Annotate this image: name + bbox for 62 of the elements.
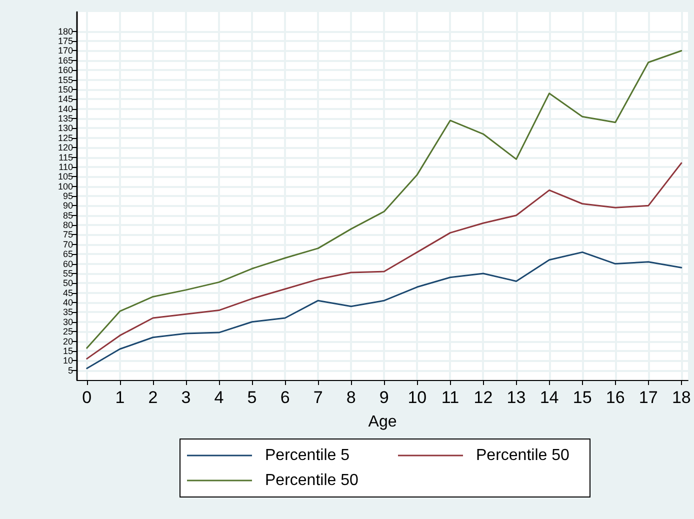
y-tick-label: 145 — [58, 94, 73, 104]
x-tick-label: 3 — [181, 388, 191, 407]
y-tick-label: 45 — [62, 288, 73, 298]
y-tick-label: 100 — [58, 181, 73, 192]
y-tick-label: 65 — [62, 249, 73, 260]
x-tick-label: 2 — [148, 388, 158, 407]
y-tick-label: 140 — [58, 104, 73, 114]
y-tick-label: 10 — [62, 356, 73, 366]
legend-label: Percentile 5 — [265, 447, 350, 464]
y-tick-label: 75 — [62, 230, 73, 240]
y-tick-label: 5 — [68, 365, 73, 376]
y-tick-label: 155 — [58, 74, 73, 85]
y-tick-label: 175 — [58, 36, 73, 46]
x-tick-label: 7 — [313, 388, 323, 407]
x-tick-label: 17 — [638, 388, 658, 407]
x-tick-label: 6 — [280, 388, 290, 407]
x-tick-label: 9 — [379, 388, 389, 407]
y-tick-label: 130 — [58, 123, 73, 134]
x-axis-title: Age — [368, 414, 397, 430]
x-tick-label: 1 — [115, 388, 125, 407]
x-tick-label: 14 — [540, 388, 559, 407]
y-tick-label: 30 — [62, 316, 73, 327]
x-tick-label: 5 — [247, 388, 257, 407]
y-tick-label: 55 — [62, 268, 73, 278]
x-tick-label: 13 — [506, 388, 526, 407]
y-tick-label: 125 — [58, 132, 73, 143]
y-tick-label: 120 — [58, 142, 73, 153]
x-tick-label: 11 — [441, 388, 460, 407]
y-tick-label: 85 — [62, 210, 73, 220]
line-series — [86, 251, 682, 370]
y-tick-label: 110 — [58, 162, 73, 172]
x-tick-label: 10 — [408, 388, 427, 407]
line-series — [86, 50, 682, 349]
y-tick-label: 15 — [62, 346, 73, 356]
line-series — [86, 162, 682, 360]
y-tick-label: 115 — [58, 152, 73, 162]
legend-label: Percentile 50 — [476, 447, 570, 464]
y-tick-label: 95 — [62, 191, 73, 201]
x-tick-label: 18 — [672, 388, 691, 407]
y-tick-label: 80 — [62, 220, 73, 230]
y-tick-label: 165 — [58, 55, 73, 66]
y-tick-label: 20 — [62, 336, 73, 346]
x-tick-label: 4 — [214, 388, 224, 407]
x-tick-label: 15 — [572, 388, 592, 407]
y-tick-label: 60 — [62, 258, 73, 269]
x-tick-label: 16 — [606, 388, 625, 407]
y-tick-label: 150 — [58, 84, 73, 94]
y-tick-label: 160 — [58, 65, 73, 76]
y-tick-label: 70 — [62, 239, 73, 250]
y-tick-label: 50 — [62, 278, 73, 288]
y-tick-label: 40 — [62, 298, 73, 308]
y-tick-label: 35 — [62, 307, 73, 318]
x-tick-label: 12 — [474, 388, 493, 407]
x-tick-label: 8 — [346, 388, 356, 407]
y-tick-label: 25 — [62, 326, 73, 337]
y-tick-label: 90 — [62, 200, 73, 211]
y-tick-label: 105 — [58, 172, 73, 182]
y-tick-label: 170 — [58, 46, 73, 56]
y-tick-label: 180 — [58, 26, 73, 36]
legend-label: Percentile 50 — [265, 472, 358, 489]
x-tick-label: 0 — [82, 388, 92, 407]
y-tick-label: 135 — [58, 114, 73, 124]
